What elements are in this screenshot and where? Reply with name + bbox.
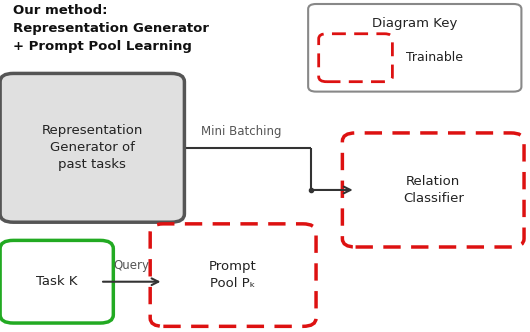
Text: Trainable: Trainable (405, 51, 463, 64)
Text: Diagram Key: Diagram Key (372, 17, 457, 30)
FancyBboxPatch shape (319, 34, 392, 82)
FancyBboxPatch shape (342, 133, 524, 247)
Text: Prompt
Pool Pₖ: Prompt Pool Pₖ (209, 260, 257, 290)
FancyBboxPatch shape (0, 73, 184, 222)
FancyBboxPatch shape (308, 4, 522, 92)
FancyBboxPatch shape (0, 240, 113, 323)
Text: Query: Query (114, 259, 150, 272)
FancyBboxPatch shape (150, 224, 316, 326)
Text: Task K: Task K (36, 275, 77, 288)
Text: Our method:
Representation Generator
+ Prompt Pool Learning: Our method: Representation Generator + P… (13, 4, 209, 53)
Text: Representation
Generator of
past tasks: Representation Generator of past tasks (41, 124, 143, 171)
Text: Mini Batching: Mini Batching (201, 125, 281, 138)
Text: Relation
Classifier: Relation Classifier (403, 175, 464, 205)
